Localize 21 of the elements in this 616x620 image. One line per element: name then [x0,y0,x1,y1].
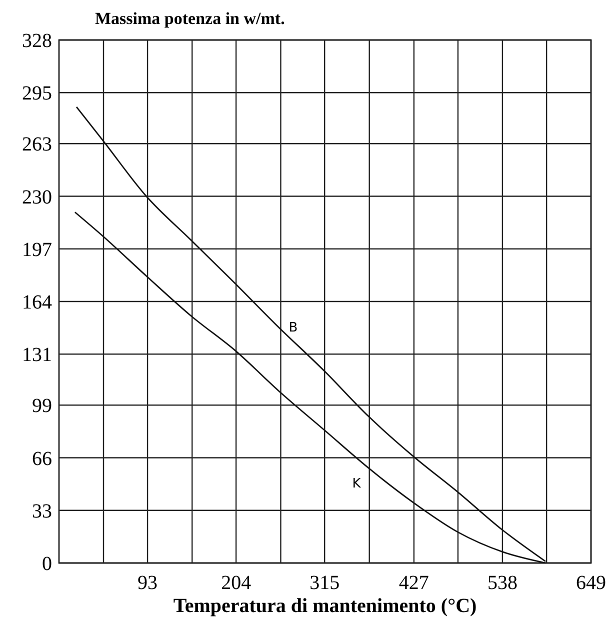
y-tick-label: 99 [32,395,52,418]
y-tick-label: 0 [42,553,52,575]
y-tick-label: 328 [22,30,52,52]
x-tick-label: 93 [138,572,158,594]
series-label: K [352,476,362,492]
y-tick-label: 33 [32,500,52,522]
x-tick-label: 649 [576,572,606,594]
x-tick-label: 538 [487,572,518,594]
y-tick-label: 197 [22,238,52,261]
x-tick-label: 204 [221,572,252,594]
x-axis-title: Temperatura di mantenimento (°C) [173,595,477,617]
y-tick-label: 131 [22,344,52,366]
y-tick-label: 230 [22,186,52,208]
y-tick-label: 263 [22,134,52,156]
x-tick-label: 315 [310,572,340,594]
chart-title: Massima potenza in w/mt. [95,9,285,28]
x-tick-label: 427 [398,572,429,594]
series-label: B [288,320,298,336]
y-tick-label: 66 [32,448,52,470]
y-tick-label: 164 [22,292,52,314]
y-tick-label: 295 [22,82,52,105]
